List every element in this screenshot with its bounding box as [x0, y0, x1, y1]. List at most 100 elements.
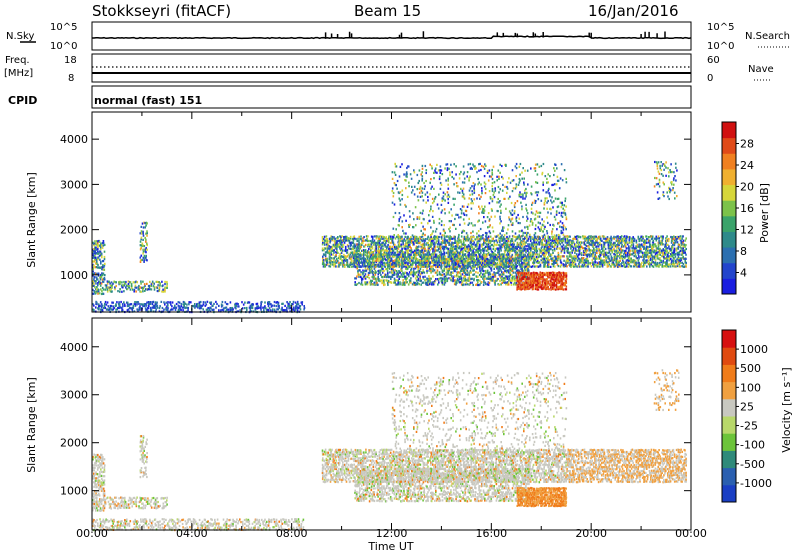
power-cell	[396, 264, 398, 266]
power-cell	[393, 269, 395, 271]
power-cell	[477, 279, 479, 281]
power-cell	[523, 270, 525, 272]
power-cell	[463, 264, 465, 266]
power-cell	[499, 240, 501, 242]
power-cell	[439, 266, 441, 268]
power-cell	[342, 250, 344, 252]
power-cell	[494, 243, 496, 245]
power-cell	[575, 247, 577, 249]
power-cell	[548, 246, 550, 248]
power-cell	[425, 238, 427, 240]
power-cell	[492, 278, 494, 280]
date-title: 16/Jan/2016	[588, 2, 679, 20]
power-cell	[417, 282, 419, 284]
power-cell	[362, 264, 364, 266]
power-cell	[563, 260, 565, 262]
power-cell	[570, 266, 572, 268]
power-cell	[463, 262, 465, 264]
power-cell	[513, 244, 515, 246]
power-cell	[341, 235, 343, 237]
power-cell	[653, 240, 655, 242]
power-cell	[682, 235, 684, 237]
power-cell	[367, 281, 369, 283]
power-cell	[620, 257, 622, 259]
power-cell	[379, 240, 381, 242]
power-cell	[446, 258, 448, 260]
power-cell	[347, 251, 349, 253]
power-cell	[685, 237, 687, 239]
power-cell	[367, 235, 369, 237]
power-cell	[599, 266, 601, 268]
power-cell	[367, 276, 369, 278]
power-cell	[396, 279, 398, 281]
power-cell	[479, 244, 481, 246]
power-cell	[547, 282, 549, 284]
power-cell	[452, 260, 454, 262]
power-cell	[388, 240, 390, 242]
power-cell	[672, 240, 674, 242]
power-cell	[473, 253, 475, 255]
power-cell	[387, 258, 389, 260]
power-cell	[678, 248, 680, 250]
power-cell	[534, 262, 536, 264]
power-cell	[326, 240, 328, 242]
power-cell	[356, 259, 358, 261]
power-cell	[573, 238, 575, 240]
power-cell	[451, 238, 453, 240]
power-cell	[606, 260, 608, 262]
power-cell	[411, 257, 413, 259]
power-cell	[359, 254, 361, 256]
power-cell	[448, 256, 450, 258]
power-cell	[356, 267, 358, 269]
power-cell	[599, 252, 601, 254]
power-cell	[467, 270, 469, 272]
power-cell	[393, 242, 395, 244]
power-cell	[610, 253, 612, 255]
power-cell	[360, 236, 362, 238]
power-cell	[550, 288, 552, 290]
power-cell	[490, 256, 492, 258]
power-cell	[564, 252, 566, 254]
power-cell	[489, 282, 491, 284]
power-cell	[408, 273, 410, 275]
power-cell	[391, 259, 393, 261]
power-cell	[463, 240, 465, 242]
power-cell	[424, 248, 426, 250]
power-cell	[479, 247, 481, 249]
power-cell	[503, 236, 505, 238]
power-cell	[650, 257, 652, 259]
power-cell	[374, 240, 376, 242]
power-cell	[481, 281, 483, 283]
power-cell	[417, 268, 419, 270]
power-cell	[376, 247, 378, 249]
power-cell	[383, 236, 385, 238]
power-cell	[611, 238, 613, 240]
power-cell	[456, 256, 458, 258]
power-cell	[358, 264, 360, 266]
power-cell	[442, 278, 444, 280]
power-cell	[544, 255, 546, 257]
power-cell	[395, 261, 397, 263]
power-cell	[440, 246, 442, 248]
power-cell	[643, 258, 645, 260]
power-cell	[486, 255, 488, 257]
power-cell	[339, 246, 341, 248]
power-cell	[501, 264, 503, 266]
power-cell	[479, 240, 481, 242]
power-cell	[627, 242, 629, 244]
power-cell	[435, 264, 437, 266]
power-cell	[561, 262, 563, 264]
power-cell	[530, 236, 532, 238]
power-cell	[633, 243, 635, 245]
power-cell	[436, 240, 438, 242]
power-cell	[566, 265, 568, 267]
power-cell	[465, 248, 467, 250]
power-cell	[427, 242, 429, 244]
power-cell	[483, 244, 485, 246]
power-cell	[383, 258, 385, 260]
power-cell	[680, 250, 682, 252]
power-cell	[682, 247, 684, 249]
power-cell	[420, 268, 422, 270]
power-cell	[420, 254, 422, 256]
power-cell	[397, 282, 399, 284]
